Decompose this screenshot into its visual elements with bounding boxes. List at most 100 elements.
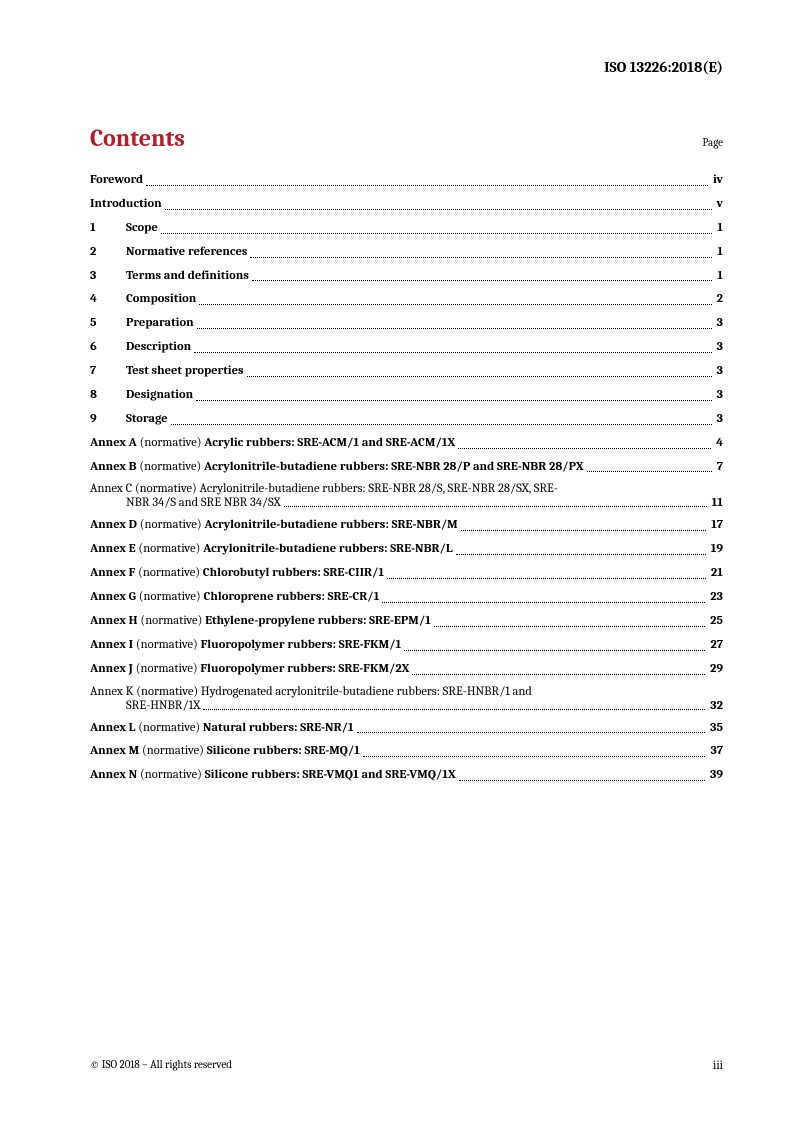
toc-section-number: 4 xyxy=(90,291,126,308)
toc-annex-row[interactable]: Annex K (normative) Hydrogenated acrylon… xyxy=(90,685,723,713)
toc-page-ref: 1 xyxy=(715,244,723,261)
toc-page-ref: 3 xyxy=(715,387,723,404)
toc-row[interactable]: 5Preparation3 xyxy=(90,315,723,332)
toc-annex-row[interactable]: Annex N (normative) Silicone rubbers: SR… xyxy=(90,767,723,784)
toc-entry-label: Preparation xyxy=(126,315,194,332)
toc-page-ref: 3 xyxy=(715,339,723,356)
toc-leader xyxy=(461,521,706,531)
toc-entry-label: Test sheet properties xyxy=(126,363,244,380)
document-standard-id: ISO 13226:2018(E) xyxy=(90,58,723,76)
toc-entry-label: Designation xyxy=(126,387,193,404)
toc-leader xyxy=(382,593,705,603)
toc-page-ref: 21 xyxy=(709,565,723,582)
toc-leader xyxy=(197,319,712,329)
toc-entry-label: Introduction xyxy=(90,196,162,213)
toc-page-ref: 32 xyxy=(708,699,723,713)
toc-page-ref: 35 xyxy=(708,720,723,737)
toc-row[interactable]: 8Designation 3 xyxy=(90,387,723,404)
toc-row[interactable]: Introduction v xyxy=(90,196,723,213)
toc-entry-label: Normative references xyxy=(126,244,247,261)
toc-page-ref: 27 xyxy=(708,637,723,654)
toc-entry-label: Composition xyxy=(126,291,196,308)
copyright-text: © ISO 2018 – All rights reserved xyxy=(90,1058,232,1072)
toc-annex-label: Annex L (normative) Natural rubbers: SRE… xyxy=(90,720,354,737)
toc-entry-label: Storage xyxy=(126,411,168,428)
toc-page-ref: v xyxy=(715,196,724,213)
contents-header: Contents Page xyxy=(90,124,723,152)
toc-entry-label: Scope xyxy=(126,220,158,237)
toc-annex-row[interactable]: Annex C (normative) Acrylonitrile-butadi… xyxy=(90,482,723,510)
toc-annex-label: Annex F (normative) Chlorobutyl rubbers:… xyxy=(90,565,384,582)
toc-row[interactable]: 2Normative references1 xyxy=(90,244,723,261)
toc-annex-row[interactable]: Annex L (normative) Natural rubbers: SRE… xyxy=(90,720,723,737)
toc-section-number: 5 xyxy=(90,315,126,332)
toc-annex-row[interactable]: Annex D (normative) Acrylonitrile-butadi… xyxy=(90,517,723,534)
toc-row[interactable]: 1Scope1 xyxy=(90,220,723,237)
page-footer: © ISO 2018 – All rights reserved iii xyxy=(90,1058,723,1072)
toc-annex-row[interactable]: Annex J (normative) Fluoropolymer rubber… xyxy=(90,661,723,678)
toc-page-ref: 17 xyxy=(709,517,723,534)
toc-page-ref: 29 xyxy=(708,661,723,678)
toc-section-number: 6 xyxy=(90,339,126,356)
toc-leader xyxy=(284,497,707,507)
toc-leader xyxy=(194,343,711,353)
toc-page-ref: 25 xyxy=(708,613,723,630)
toc-page-ref: 23 xyxy=(708,589,723,606)
toc-leader xyxy=(199,295,711,305)
toc-annex-label: Annex D (normative) Acrylonitrile-butadi… xyxy=(90,517,458,534)
toc-row[interactable]: 3Terms and definitions1 xyxy=(90,268,723,285)
toc-page-ref: 4 xyxy=(714,435,723,452)
toc-leader xyxy=(250,248,712,258)
toc-section-number: 3 xyxy=(90,268,126,285)
toc-annex-label: Annex A (normative) Acrylic rubbers: SRE… xyxy=(90,435,455,452)
toc-leader xyxy=(459,771,705,781)
toc-annex-row[interactable]: Annex G (normative) Chloroprene rubbers:… xyxy=(90,589,723,606)
page-number: iii xyxy=(713,1058,723,1072)
toc-leader xyxy=(196,391,711,401)
toc-row[interactable]: 6Description3 xyxy=(90,339,723,356)
toc-entry-label: Foreword xyxy=(90,172,143,189)
toc-row[interactable]: Foreword iv xyxy=(90,172,723,189)
contents-title: Contents xyxy=(90,124,185,152)
toc-annex-row[interactable]: Annex H (normative) Ethylene-propylene r… xyxy=(90,613,723,630)
toc-annex-row[interactable]: Annex A (normative) Acrylic rubbers: SRE… xyxy=(90,435,723,452)
toc-annex-label-line1: Annex C (normative) Acrylonitrile-butadi… xyxy=(90,482,723,496)
toc-annex-row[interactable]: Annex E (normative) Acrylonitrile-butadi… xyxy=(90,541,723,558)
toc-page-ref: 11 xyxy=(710,496,723,510)
toc-page-ref: 1 xyxy=(715,268,723,285)
toc-leader xyxy=(387,569,706,579)
toc-annex-label-line2: SRE-HNBR/1X32 xyxy=(90,699,723,713)
toc-row[interactable]: 9Storage3 xyxy=(90,411,723,428)
toc-section-number: 7 xyxy=(90,363,126,380)
toc-leader xyxy=(434,617,705,627)
toc-leader xyxy=(203,700,705,710)
toc-row[interactable]: 4Composition 2 xyxy=(90,291,723,308)
toc-leader xyxy=(171,415,712,425)
toc-annex-label-line1: Annex K (normative) Hydrogenated acrylon… xyxy=(90,685,723,699)
toc-page-ref: 7 xyxy=(715,459,723,476)
toc-section-number: 8 xyxy=(90,387,126,404)
toc-section-number: 1 xyxy=(90,220,126,237)
toc-page-ref: 2 xyxy=(715,291,723,308)
toc-row[interactable]: 7Test sheet properties 3 xyxy=(90,363,723,380)
toc-page-ref: 3 xyxy=(715,363,723,380)
toc-annex-row[interactable]: Annex F (normative) Chlorobutyl rubbers:… xyxy=(90,565,723,582)
toc-annex-label-line2: NBR 34/S and SRE NBR 34/SX11 xyxy=(90,496,723,510)
toc-leader xyxy=(247,367,712,377)
toc-annex-row[interactable]: Annex B (normative) Acrylonitrile-butadi… xyxy=(90,459,723,476)
toc-page-ref: 19 xyxy=(709,541,723,558)
toc-annex-label: Annex B (normative) Acrylonitrile-butadi… xyxy=(90,459,584,476)
toc-annex-label: Annex E (normative) Acrylonitrile-butadi… xyxy=(90,541,453,558)
toc-page-ref: iv xyxy=(711,172,723,189)
toc-leader xyxy=(456,545,706,555)
toc-annex-row[interactable]: Annex M (normative) Silicone rubbers: SR… xyxy=(90,743,723,760)
toc-annex-label: Annex J (normative) Fluoropolymer rubber… xyxy=(90,661,409,678)
toc-section-number: 9 xyxy=(90,411,126,428)
toc-leader xyxy=(404,641,705,651)
toc-leader xyxy=(458,439,711,449)
toc-page-ref: 1 xyxy=(715,220,723,237)
toc-annex-label: Annex H (normative) Ethylene-propylene r… xyxy=(90,613,431,630)
toc-leader xyxy=(252,271,712,281)
toc-annex-row[interactable]: Annex I (normative) Fluoropolymer rubber… xyxy=(90,637,723,654)
toc-annex-label: Annex M (normative) Silicone rubbers: SR… xyxy=(90,743,360,760)
